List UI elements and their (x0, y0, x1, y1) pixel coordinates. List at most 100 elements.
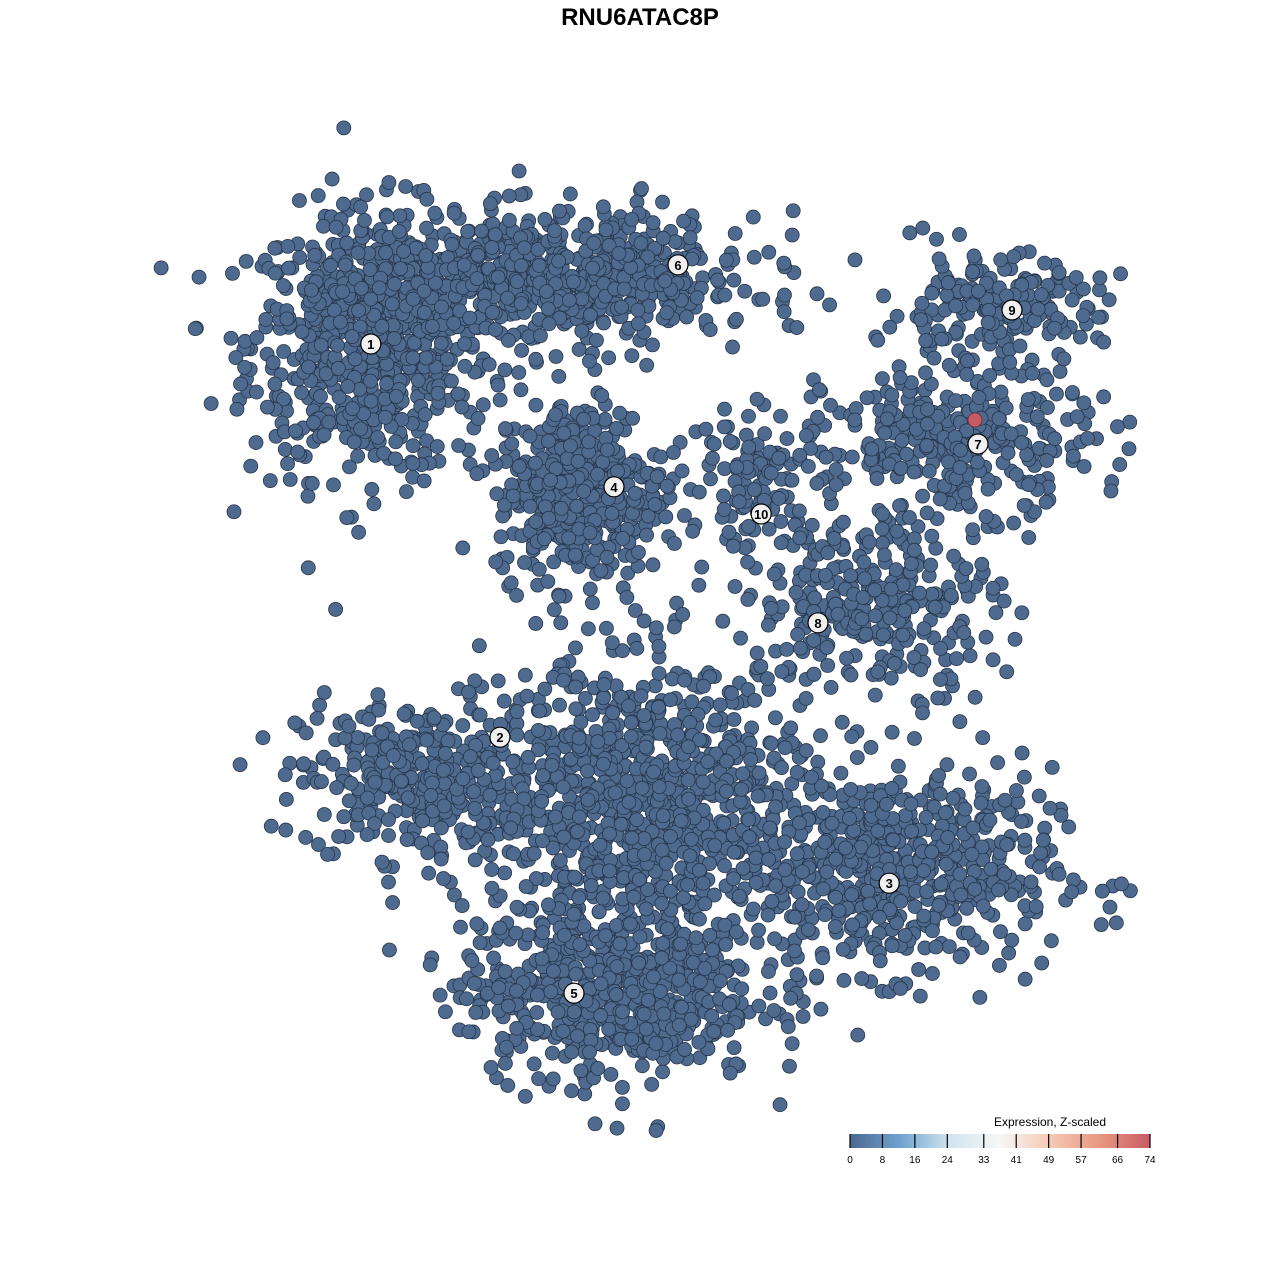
data-point (540, 301, 556, 317)
data-point (398, 179, 414, 194)
data-point (949, 651, 964, 666)
data-point (925, 966, 940, 981)
data-point (844, 887, 860, 902)
data-point (798, 428, 814, 443)
data-point (745, 209, 761, 225)
data-point (459, 991, 474, 1007)
data-point (531, 1071, 547, 1087)
data-point (839, 650, 854, 666)
data-point (475, 397, 491, 413)
data-point (897, 927, 913, 943)
data-point (923, 557, 939, 573)
data-point (574, 291, 590, 307)
data-point (1112, 457, 1128, 472)
data-point (472, 935, 488, 951)
data-point (705, 942, 720, 958)
data-point (991, 882, 1006, 898)
data-point (357, 212, 372, 228)
data-point (546, 602, 562, 618)
data-point (434, 299, 449, 315)
data-point (729, 459, 745, 475)
data-point (314, 774, 329, 789)
data-point (304, 282, 319, 298)
data-point (530, 1022, 545, 1037)
data-point (836, 973, 852, 988)
data-point (894, 432, 910, 448)
data-point (741, 439, 757, 455)
data-point (354, 280, 369, 296)
data-point (792, 640, 808, 656)
data-point (739, 427, 754, 443)
data-point (965, 297, 981, 313)
data-point (545, 1071, 561, 1087)
data-point (381, 175, 397, 190)
data-point (416, 473, 432, 489)
data-point (385, 748, 401, 764)
data-point (870, 664, 886, 680)
data-point (655, 194, 670, 210)
data-point (633, 235, 649, 251)
data-point (623, 715, 639, 730)
data-point (927, 599, 943, 615)
data-point (854, 971, 870, 986)
data-point (381, 874, 396, 890)
data-point (885, 832, 901, 848)
data-point (657, 273, 673, 289)
data-point (340, 379, 356, 394)
data-point (659, 305, 675, 321)
data-point (624, 1031, 640, 1047)
data-point (484, 240, 500, 255)
data-point (973, 795, 989, 811)
data-point (417, 407, 433, 423)
data-point (555, 779, 571, 795)
data-point (870, 332, 886, 348)
data-point (747, 482, 762, 498)
data-point (564, 1044, 579, 1060)
data-point (623, 260, 639, 275)
data-point (634, 181, 649, 196)
data-point (516, 240, 532, 256)
data-point (399, 832, 415, 847)
data-point (585, 260, 601, 276)
data-point (599, 442, 615, 458)
data-point (294, 324, 310, 340)
data-point (379, 376, 395, 391)
data-point (461, 1024, 477, 1040)
data-point (679, 309, 695, 325)
data-point (764, 893, 780, 909)
data-point (343, 776, 359, 791)
data-point (1091, 309, 1107, 325)
data-point (312, 697, 327, 713)
data-point (760, 907, 776, 923)
data-point (582, 581, 598, 597)
data-point (872, 909, 887, 925)
data-point (726, 272, 742, 288)
data-point (882, 902, 898, 917)
data-point (505, 754, 521, 770)
data-point (639, 357, 655, 373)
data-point (307, 247, 323, 263)
data-point (1080, 430, 1095, 446)
data-point (787, 909, 803, 925)
data-point (341, 793, 357, 809)
data-point (1052, 364, 1068, 379)
data-point (590, 466, 606, 482)
data-point (1122, 414, 1138, 430)
data-point (818, 567, 833, 583)
data-point (1000, 445, 1016, 461)
data-point (341, 718, 357, 734)
data-point (957, 801, 973, 817)
data-point (504, 436, 520, 452)
data-point (1096, 334, 1112, 350)
data-point (749, 645, 765, 661)
data-point (1093, 917, 1109, 933)
data-point (726, 1040, 742, 1056)
data-point (290, 444, 306, 460)
data-point (462, 749, 478, 764)
data-point (652, 984, 668, 999)
data-point (877, 547, 892, 563)
data-point (610, 463, 625, 479)
data-point (964, 846, 980, 862)
data-point (957, 485, 973, 501)
data-point (629, 641, 645, 656)
